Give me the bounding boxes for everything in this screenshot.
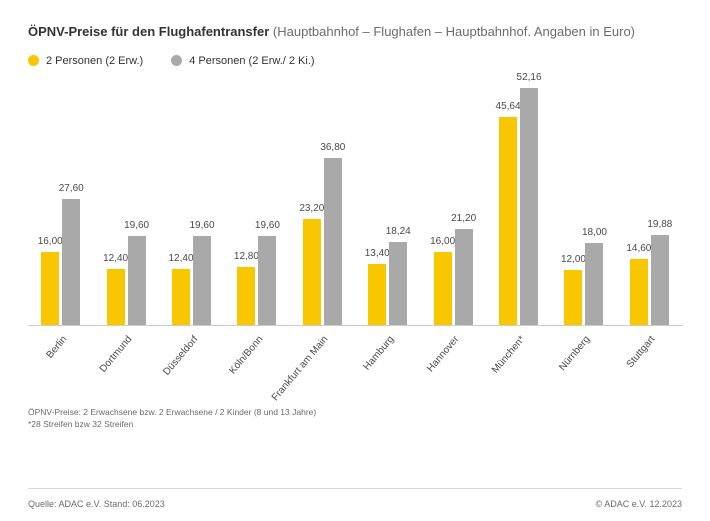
bar-group: 13,4018,24 bbox=[355, 242, 420, 325]
bar-series2: 19,60 bbox=[128, 236, 146, 325]
bar-value-label: 21,20 bbox=[451, 213, 476, 224]
x-label-cell: Hannover bbox=[420, 326, 485, 406]
chart-area: 16,0027,6012,4019,6012,4019,6012,8019,60… bbox=[28, 75, 682, 405]
x-axis-label: Dortmund bbox=[98, 334, 135, 375]
x-axis-label: Köln/Bonn bbox=[227, 334, 265, 376]
x-axis-label: Stuttgart bbox=[625, 334, 658, 370]
bar-value-label: 45,64 bbox=[496, 101, 521, 112]
chart-title-line: ÖPNV-Preise für den Flughafentransfer (H… bbox=[28, 24, 682, 41]
bar-series1: 14,60 bbox=[630, 259, 648, 325]
bar-value-label: 12,80 bbox=[234, 251, 259, 262]
bar-group: 14,6019,88 bbox=[617, 235, 682, 325]
x-axis-label: München* bbox=[490, 334, 527, 376]
bar-series1: 23,20 bbox=[303, 219, 321, 324]
x-label-cell: Stuttgart bbox=[617, 326, 682, 406]
footnote-line-1: ÖPNV-Preise: 2 Erwachsene bzw. 2 Erwachs… bbox=[28, 407, 682, 419]
x-label-cell: Nürnberg bbox=[551, 326, 616, 406]
x-axis-label: Hannover bbox=[425, 334, 461, 374]
bar-value-label: 12,00 bbox=[561, 254, 586, 265]
bar-group: 12,4019,60 bbox=[93, 236, 158, 325]
bar-group: 23,2036,80 bbox=[290, 158, 355, 325]
chart-legend: 2 Personen (2 Erw.) 4 Personen (2 Erw./ … bbox=[28, 55, 682, 67]
bar-series1: 12,40 bbox=[172, 269, 190, 325]
x-label-cell: Frankfurt am Main bbox=[290, 326, 355, 406]
bar-value-label: 36,80 bbox=[320, 142, 345, 153]
footer-row: Quelle: ADAC e.V. Stand: 06.2023 © ADAC … bbox=[28, 499, 682, 509]
legend-item-series2: 4 Personen (2 Erw./ 2 Ki.) bbox=[171, 55, 314, 67]
bar-series1: 12,00 bbox=[564, 270, 582, 325]
bar-series2: 52,16 bbox=[520, 88, 538, 325]
bar-series2: 19,88 bbox=[651, 235, 669, 325]
bar-value-label: 12,40 bbox=[169, 253, 194, 264]
bar-value-label: 14,60 bbox=[626, 243, 651, 254]
x-label-cell: Hamburg bbox=[355, 326, 420, 406]
bar-series2: 36,80 bbox=[324, 158, 342, 325]
bar-series2: 27,60 bbox=[62, 199, 80, 324]
chart-title-sub: (Hauptbahnhof – Flughafen – Hauptbahnhof… bbox=[273, 24, 635, 39]
x-label-cell: Düsseldorf bbox=[159, 326, 224, 406]
x-label-cell: Dortmund bbox=[93, 326, 158, 406]
bar-series2: 19,60 bbox=[258, 236, 276, 325]
copyright-text: © ADAC e.V. 12.2023 bbox=[596, 499, 682, 509]
bar-series1: 16,00 bbox=[41, 252, 59, 325]
bar-value-label: 23,20 bbox=[299, 203, 324, 214]
chart-x-labels: Berlin Dortmund Düsseldorf Köln/Bonn Frankfu… bbox=[28, 326, 682, 406]
legend-label-series1: 2 Personen (2 Erw.) bbox=[46, 55, 143, 67]
bar-value-label: 16,00 bbox=[430, 236, 455, 247]
x-axis-label: Düsseldorf bbox=[161, 334, 200, 378]
bar-value-label: 16,00 bbox=[38, 236, 63, 247]
bar-group: 12,8019,60 bbox=[224, 236, 289, 325]
bar-value-label: 27,60 bbox=[59, 183, 84, 194]
chart-plot: 16,0027,6012,4019,6012,4019,6012,8019,60… bbox=[28, 75, 682, 326]
bar-value-label: 19,60 bbox=[124, 220, 149, 231]
bar-series2: 18,24 bbox=[389, 242, 407, 325]
bar-series1: 13,40 bbox=[368, 264, 386, 325]
legend-label-series2: 4 Personen (2 Erw./ 2 Ki.) bbox=[189, 55, 314, 67]
bar-group: 45,6452,16 bbox=[486, 88, 551, 325]
bar-group: 16,0027,60 bbox=[28, 199, 93, 324]
footer-divider bbox=[28, 488, 682, 489]
bar-value-label: 19,60 bbox=[190, 220, 215, 231]
chart-footnotes: ÖPNV-Preise: 2 Erwachsene bzw. 2 Erwachs… bbox=[28, 407, 682, 431]
bar-series2: 21,20 bbox=[455, 229, 473, 325]
source-text: Quelle: ADAC e.V. Stand: 06.2023 bbox=[28, 499, 165, 509]
bar-series1: 12,40 bbox=[107, 269, 125, 325]
bar-value-label: 19,60 bbox=[255, 220, 280, 231]
legend-swatch-series1 bbox=[28, 55, 39, 66]
bar-group: 16,0021,20 bbox=[420, 229, 485, 325]
bar-value-label: 18,24 bbox=[386, 226, 411, 237]
footnote-line-2: *28 Streifen bzw 32 Streifen bbox=[28, 419, 682, 431]
x-label-cell: München* bbox=[486, 326, 551, 406]
chart-title-main: ÖPNV-Preise für den Flughafentransfer bbox=[28, 24, 269, 39]
x-axis-label: Nürnberg bbox=[557, 334, 592, 373]
bar-group: 12,4019,60 bbox=[159, 236, 224, 325]
bar-value-label: 18,00 bbox=[582, 227, 607, 238]
legend-item-series1: 2 Personen (2 Erw.) bbox=[28, 55, 143, 67]
bar-value-label: 13,40 bbox=[365, 248, 390, 259]
x-axis-label: Hamburg bbox=[361, 334, 396, 373]
bar-series1: 45,64 bbox=[499, 117, 517, 324]
bar-value-label: 52,16 bbox=[517, 72, 542, 83]
bar-series2: 18,00 bbox=[585, 243, 603, 325]
x-label-cell: Berlin bbox=[28, 326, 93, 406]
bar-series2: 19,60 bbox=[193, 236, 211, 325]
bar-series1: 12,80 bbox=[237, 267, 255, 325]
chart-page: ÖPNV-Preise für den Flughafentransfer (H… bbox=[0, 0, 710, 521]
bar-value-label: 19,88 bbox=[647, 219, 672, 230]
bar-series1: 16,00 bbox=[434, 252, 452, 325]
x-axis-label: Berlin bbox=[44, 334, 69, 361]
legend-swatch-series2 bbox=[171, 55, 182, 66]
bar-group: 12,0018,00 bbox=[551, 243, 616, 325]
bar-value-label: 12,40 bbox=[103, 253, 128, 264]
